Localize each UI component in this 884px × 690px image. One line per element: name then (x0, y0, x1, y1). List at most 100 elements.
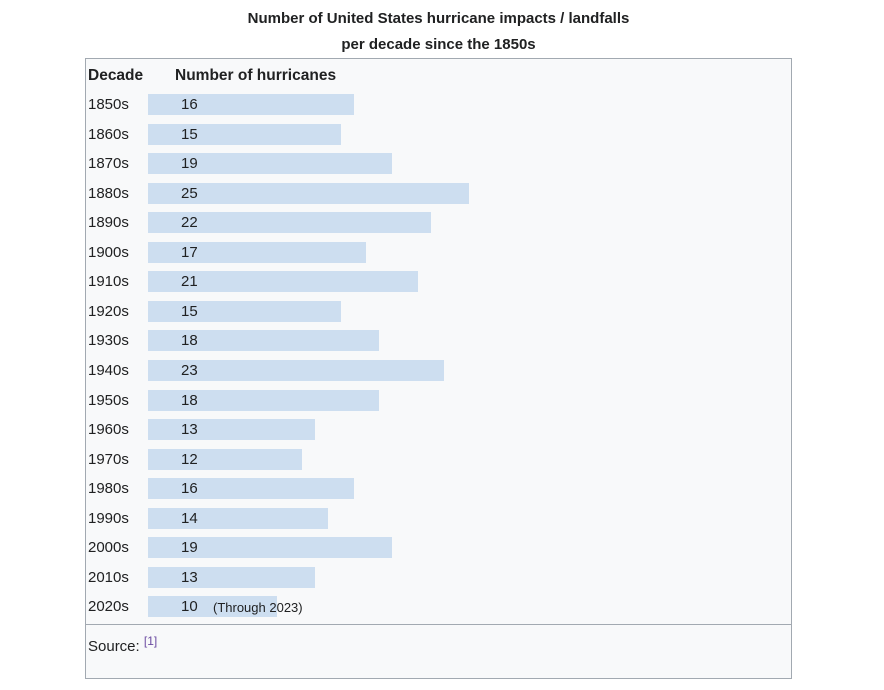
decade-label: 2010s (88, 568, 129, 586)
source-separator-line (86, 624, 791, 625)
chart-title: Number of United States hurricane impact… (85, 6, 792, 58)
source-label: Source: (88, 638, 140, 655)
bar-area: 19 (148, 153, 791, 175)
hurricane-bar (148, 153, 393, 175)
bar-area: 19 (148, 537, 791, 559)
table-row: 2000s 19 (88, 537, 791, 559)
bar-area: 23 (148, 359, 791, 381)
table-row: 1870s 19 (88, 153, 791, 175)
bar-area: 17 (148, 241, 791, 263)
chart-panel: Decade Number of hurricanes 1850s 16 1860s… (85, 58, 792, 679)
hurricane-bar (148, 507, 328, 529)
bar-value-label: 21 (181, 273, 198, 291)
hurricane-bar (148, 182, 470, 204)
table-row: 1910s 21 (88, 271, 791, 293)
hurricane-bar (148, 330, 380, 352)
bar-value-label: 18 (181, 391, 198, 409)
chart-title-line2: per decade since the 1850s (341, 36, 536, 53)
hurricane-bar (148, 389, 380, 411)
hurricane-bar (148, 94, 354, 115)
hurricane-bar (148, 241, 367, 263)
decade-label: 1920s (88, 302, 129, 320)
table-row: 1880s 25 (88, 182, 791, 204)
hurricane-bar (148, 478, 354, 500)
table-row: 1960s 13 (88, 419, 791, 441)
bar-area: 16 (148, 478, 791, 500)
table-row: 1970s 12 (88, 448, 791, 470)
hurricane-bar (148, 271, 418, 293)
bar-value-label: 16 (181, 96, 198, 113)
bar-area: 18 (148, 389, 791, 411)
bar-value-label: 17 (181, 243, 198, 261)
table-row: 1930s 18 (88, 330, 791, 352)
bar-area: 13 (148, 419, 791, 441)
decade-label: 1910s (88, 273, 129, 291)
bar-area: 16 (148, 94, 791, 115)
bar-value-label: 13 (181, 568, 198, 586)
bar-value-label: 15 (181, 125, 198, 143)
decade-label: 1950s (88, 391, 129, 409)
chart-title-line1: Number of United States hurricane impact… (247, 10, 630, 27)
hurricane-bar (148, 359, 444, 381)
bar-value-label: 23 (181, 361, 198, 379)
bar-value-label: 12 (181, 450, 198, 468)
bar-value-label: 16 (181, 480, 198, 498)
bar-value-label: 18 (181, 332, 198, 350)
decade-label: 2000s (88, 539, 129, 557)
table-row: 1920s 15 (88, 300, 791, 322)
bar-value-label: 19 (181, 155, 198, 173)
hurricane-bar (148, 419, 315, 441)
bar-area: 12 (148, 448, 791, 470)
bar-value-label: 22 (181, 214, 198, 232)
bar-value-label: 25 (181, 184, 198, 202)
bar-area: 25 (148, 182, 791, 204)
bar-area: 15 (148, 300, 791, 322)
decade-label: 1970s (88, 450, 129, 468)
table-row: 1900s 17 (88, 241, 791, 263)
bar-annotation: (Through 2023) (213, 600, 303, 616)
bar-value-label: 14 (181, 509, 198, 527)
decade-label: 1930s (88, 332, 129, 350)
hurricane-bar (148, 596, 277, 618)
bar-area: 13 (148, 566, 791, 588)
table-row: 1940s 23 (88, 359, 791, 381)
decade-label: 1990s (88, 509, 129, 527)
source-ref-sup: [1] (144, 634, 157, 648)
decade-label: 1900s (88, 243, 129, 261)
table-row: 2010s 13 (88, 566, 791, 588)
hurricane-bar (148, 123, 341, 145)
decade-label: 1850s (88, 96, 129, 113)
hurricane-bar (148, 300, 341, 322)
hurricane-bar (148, 448, 303, 470)
bar-value-label: 13 (181, 421, 198, 439)
table-row: 1950s 18 (88, 389, 791, 411)
bar-area: 21 (148, 271, 791, 293)
bar-value-label: 10 (181, 598, 198, 616)
column-header-decade: Decade (88, 67, 144, 84)
decade-label: 1860s (88, 125, 129, 143)
decade-label: 1880s (88, 184, 129, 202)
decade-label: 2020s (88, 598, 129, 616)
table-row: 1890s 22 (88, 212, 791, 234)
bar-area: 18 (148, 330, 791, 352)
bar-area: 22 (148, 212, 791, 234)
bar-area: 14 (148, 507, 791, 529)
bar-area: 10 (Through 2023) (148, 596, 791, 618)
source-row: Source: [1] (88, 634, 157, 657)
hurricane-bar (148, 212, 431, 234)
bar-value-label: 15 (181, 302, 198, 320)
table-row: 1850s 16 (88, 94, 791, 115)
bar-value-label: 19 (181, 539, 198, 557)
column-header-hurricanes: Number of hurricanes (175, 67, 337, 84)
decade-label: 1980s (88, 480, 129, 498)
decade-label: 1870s (88, 155, 129, 173)
hurricane-bar (148, 537, 393, 559)
decade-label: 1890s (88, 214, 129, 232)
table-row: 1990s 14 (88, 507, 791, 529)
decade-label: 1940s (88, 361, 129, 379)
bar-area: 15 (148, 123, 791, 145)
source-ref-link[interactable]: [1] (143, 634, 158, 648)
table-row: 1860s 15 (88, 123, 791, 145)
table-row: 2020s 10 (Through 2023) (88, 596, 791, 618)
table-row: 1980s 16 (88, 478, 791, 500)
